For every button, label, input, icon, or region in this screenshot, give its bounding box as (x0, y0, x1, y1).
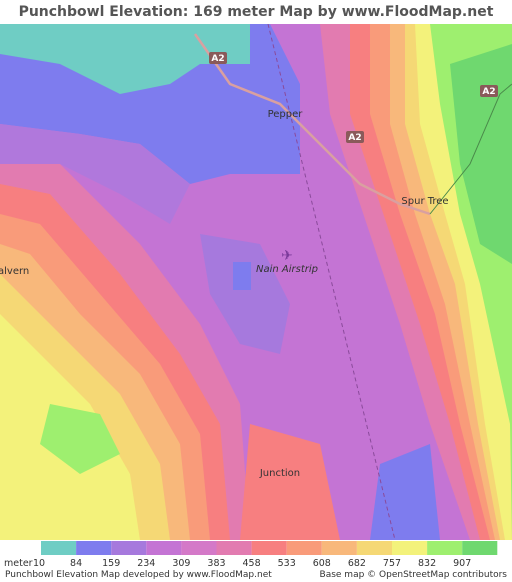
legend-swatch (41, 541, 77, 555)
place-label: Pepper (268, 109, 304, 120)
legend-swatch (111, 541, 147, 555)
legend-swatch (462, 541, 498, 555)
footer-credit: Punchbowl Elevation Map developed by www… (5, 570, 272, 580)
legend-swatch (251, 541, 287, 555)
legend-swatch (356, 541, 392, 555)
legend-label: 234 (137, 558, 155, 569)
place-label: Spur Tree (401, 196, 448, 207)
legend-label: 907 (453, 558, 471, 569)
legend-label: 832 (418, 558, 436, 569)
legend-label: 608 (313, 558, 331, 569)
footer-attribution: Base map © OpenStreetMap contributors (319, 570, 507, 580)
legend-label: 458 (243, 558, 261, 569)
legend-label: 10 (33, 558, 45, 569)
legend-swatch (392, 541, 428, 555)
legend-label: 84 (70, 558, 82, 569)
place-label: Nain Airstrip (256, 264, 318, 275)
legend-label: 159 (102, 558, 120, 569)
road-shield: A2 (211, 54, 224, 64)
legend-unit: meter (4, 558, 33, 569)
place-label: Junction (259, 468, 300, 479)
elevation-map: A2 A2 A2 Pepper Spur Tree Nain Airstrip … (0, 24, 512, 540)
legend: meter 10 84 159 234 309 383 458 533 608 682 757 832 9… (4, 541, 498, 569)
road-shield: A2 (482, 87, 495, 97)
legend-swatch (181, 541, 217, 555)
map-title: Punchbowl Elevation: 169 meter Map by ww… (18, 4, 494, 44)
legend-swatch (76, 541, 112, 555)
place-label: alvern (0, 266, 29, 277)
legend-label: 682 (348, 558, 366, 569)
legend-swatch (216, 541, 252, 555)
legend-label: 309 (172, 558, 190, 569)
legend-swatch (321, 541, 357, 555)
legend-swatch (427, 541, 463, 555)
legend-swatch (286, 541, 322, 555)
legend-label: 533 (278, 558, 296, 569)
airport-icon: ✈ (281, 248, 293, 264)
legend-swatch (146, 541, 182, 555)
legend-label: 757 (383, 558, 401, 569)
road-shield: A2 (348, 133, 361, 143)
legend-label: 383 (207, 558, 225, 569)
